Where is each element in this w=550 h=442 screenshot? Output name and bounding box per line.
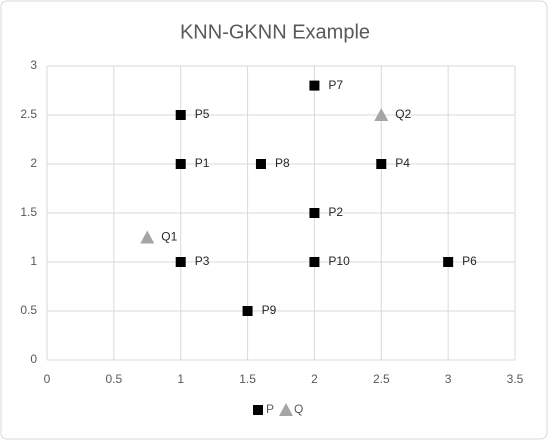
- point: [374, 108, 389, 121]
- x-tick-label: 0: [44, 372, 51, 386]
- legend-label: Q: [294, 402, 303, 416]
- point-label: P7: [328, 78, 343, 92]
- point: [242, 306, 253, 316]
- point-label: P1: [195, 156, 210, 170]
- point: [175, 110, 186, 120]
- point-label: P9: [262, 303, 277, 317]
- x-tick-label: 3: [445, 372, 452, 386]
- point-label: P6: [462, 254, 477, 268]
- x-tick-label: 1.5: [239, 372, 256, 386]
- y-tick-label: 1.5: [20, 205, 37, 219]
- y-tick-label: 0.5: [20, 303, 37, 317]
- point: [255, 159, 266, 169]
- point-label: P10: [328, 254, 350, 268]
- legend-label: P: [266, 402, 274, 416]
- point-label: P3: [195, 254, 210, 268]
- point: [175, 159, 186, 169]
- point-label: Q2: [395, 107, 411, 121]
- legend-marker: [253, 405, 263, 415]
- point: [140, 230, 155, 244]
- point: [376, 159, 387, 169]
- point-label: P5: [195, 107, 210, 121]
- chart-title: KNN-GKNN Example: [180, 21, 370, 43]
- y-tick-label: 1: [30, 254, 37, 268]
- point: [175, 257, 186, 267]
- x-tick-label: 1: [177, 372, 184, 386]
- point: [309, 208, 320, 218]
- y-tick-label: 3: [30, 58, 37, 72]
- point: [309, 257, 320, 267]
- point: [309, 80, 320, 91]
- x-tick-label: 2: [311, 372, 318, 386]
- y-tick-label: 0: [30, 352, 37, 366]
- point-label: P4: [395, 156, 410, 170]
- point: [443, 257, 454, 267]
- y-tick-label: 2: [30, 156, 37, 170]
- point-label: P8: [275, 156, 290, 170]
- x-tick-label: 2.5: [373, 372, 390, 386]
- point-label: Q1: [161, 230, 177, 244]
- y-tick-label: 2.5: [20, 107, 37, 121]
- legend-marker: [279, 403, 293, 416]
- x-tick-label: 3.5: [507, 372, 524, 386]
- x-tick-label: 0.5: [106, 372, 123, 386]
- point-label: P2: [328, 205, 343, 219]
